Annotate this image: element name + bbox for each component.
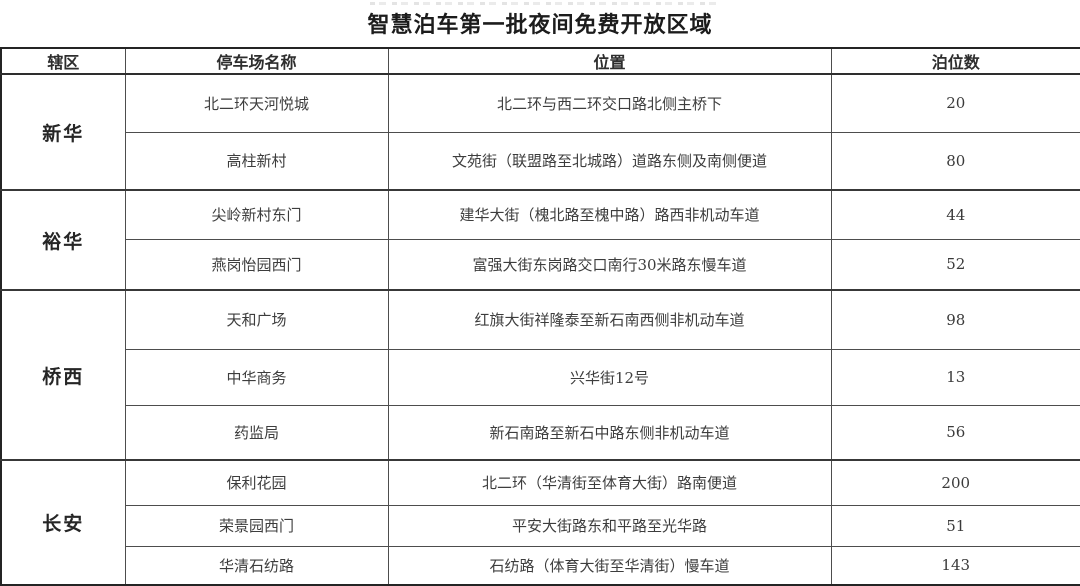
table-row: 华清石纺路 石纺路（体育大街至华清街）慢车道 143 — [1, 545, 1080, 586]
lot-name-cell: 北二环天河悦城 — [124, 73, 389, 133]
table-row: 中华商务 兴华街12号 13 — [1, 348, 1080, 406]
district-cell: 桥西 — [0, 289, 126, 461]
table-row: 药监局 新石南路至新石中路东侧非机动车道 56 — [1, 404, 1080, 461]
lot-name-cell: 中华商务 — [124, 348, 389, 406]
lot-name-cell: 荣景园西门 — [124, 504, 389, 547]
header-location: 位置 — [387, 47, 832, 75]
table-row: 桥西 天和广场 红旗大街祥隆泰至新石南西侧非机动车道 98 — [0, 289, 1080, 461]
table-row: 新华 北二环天河悦城 北二环与西二环交口路北侧主桥下 20 — [0, 73, 1080, 191]
header-district: 辖区 — [0, 47, 126, 75]
location-cell: 新石南路至新石中路东侧非机动车道 — [387, 404, 832, 461]
parking-table: 辖区 停车场名称 位置 泊位数 新华 北二环天河悦城 北二环与西二环交口路北侧主… — [0, 47, 1080, 586]
location-cell: 文苑街（联盟路至北城路）道路东侧及南侧便道 — [387, 131, 832, 191]
district-cell: 裕华 — [0, 189, 126, 291]
location-cell: 富强大街东岗路交口南行30米路东慢车道 — [387, 238, 832, 291]
spaces-cell: 200 — [830, 459, 1080, 506]
table-header-row: 辖区 停车场名称 位置 泊位数 — [0, 47, 1080, 75]
page-title: 智慧泊车第一批夜间免费开放区域 — [367, 12, 713, 38]
spaces-cell: 13 — [830, 348, 1080, 406]
location-cell: 北二环与西二环交口路北侧主桥下 — [387, 73, 832, 133]
district-cell: 长安 — [0, 459, 126, 586]
lot-name-cell: 保利花园 — [124, 459, 389, 506]
header-spaces: 泊位数 — [830, 47, 1080, 75]
lot-name-cell: 高柱新村 — [124, 131, 389, 191]
header-lot-name: 停车场名称 — [124, 47, 389, 75]
spaces-cell: 51 — [830, 504, 1080, 547]
lot-name-cell: 华清石纺路 — [124, 545, 389, 586]
table-row: 高柱新村 文苑街（联盟路至北城路）道路东侧及南侧便道 80 — [1, 131, 1080, 191]
spaces-cell: 44 — [830, 189, 1080, 240]
lot-name-cell: 燕岗怡园西门 — [124, 238, 389, 291]
location-cell: 石纺路（体育大街至华清街）慢车道 — [387, 545, 832, 586]
location-cell: 平安大街路东和平路至光华路 — [387, 504, 832, 547]
location-cell: 红旗大街祥隆泰至新石南西侧非机动车道 — [387, 289, 832, 350]
location-cell: 建华大街（槐北路至槐中路）路西非机动车道 — [387, 189, 832, 240]
spaces-cell: 80 — [830, 131, 1080, 191]
lot-name-cell: 尖岭新村东门 — [124, 189, 389, 240]
spaces-cell: 143 — [830, 545, 1080, 586]
cropped-text-artifact — [370, 2, 720, 5]
location-cell: 北二环（华清街至体育大街）路南便道 — [387, 459, 832, 506]
lot-name-cell: 天和广场 — [124, 289, 389, 350]
spaces-cell: 98 — [830, 289, 1080, 350]
spaces-cell: 56 — [830, 404, 1080, 461]
district-cell: 新华 — [0, 73, 126, 191]
table-row: 燕岗怡园西门 富强大街东岗路交口南行30米路东慢车道 52 — [1, 238, 1080, 291]
table-row: 长安 保利花园 北二环（华清街至体育大街）路南便道 200 — [0, 459, 1080, 586]
spaces-cell: 52 — [830, 238, 1080, 291]
spaces-cell: 20 — [830, 73, 1080, 133]
location-cell: 兴华街12号 — [387, 348, 832, 406]
table-row: 裕华 尖岭新村东门 建华大街（槐北路至槐中路）路西非机动车道 44 — [0, 189, 1080, 291]
table-row: 荣景园西门 平安大街路东和平路至光华路 51 — [1, 504, 1080, 547]
lot-name-cell: 药监局 — [124, 404, 389, 461]
